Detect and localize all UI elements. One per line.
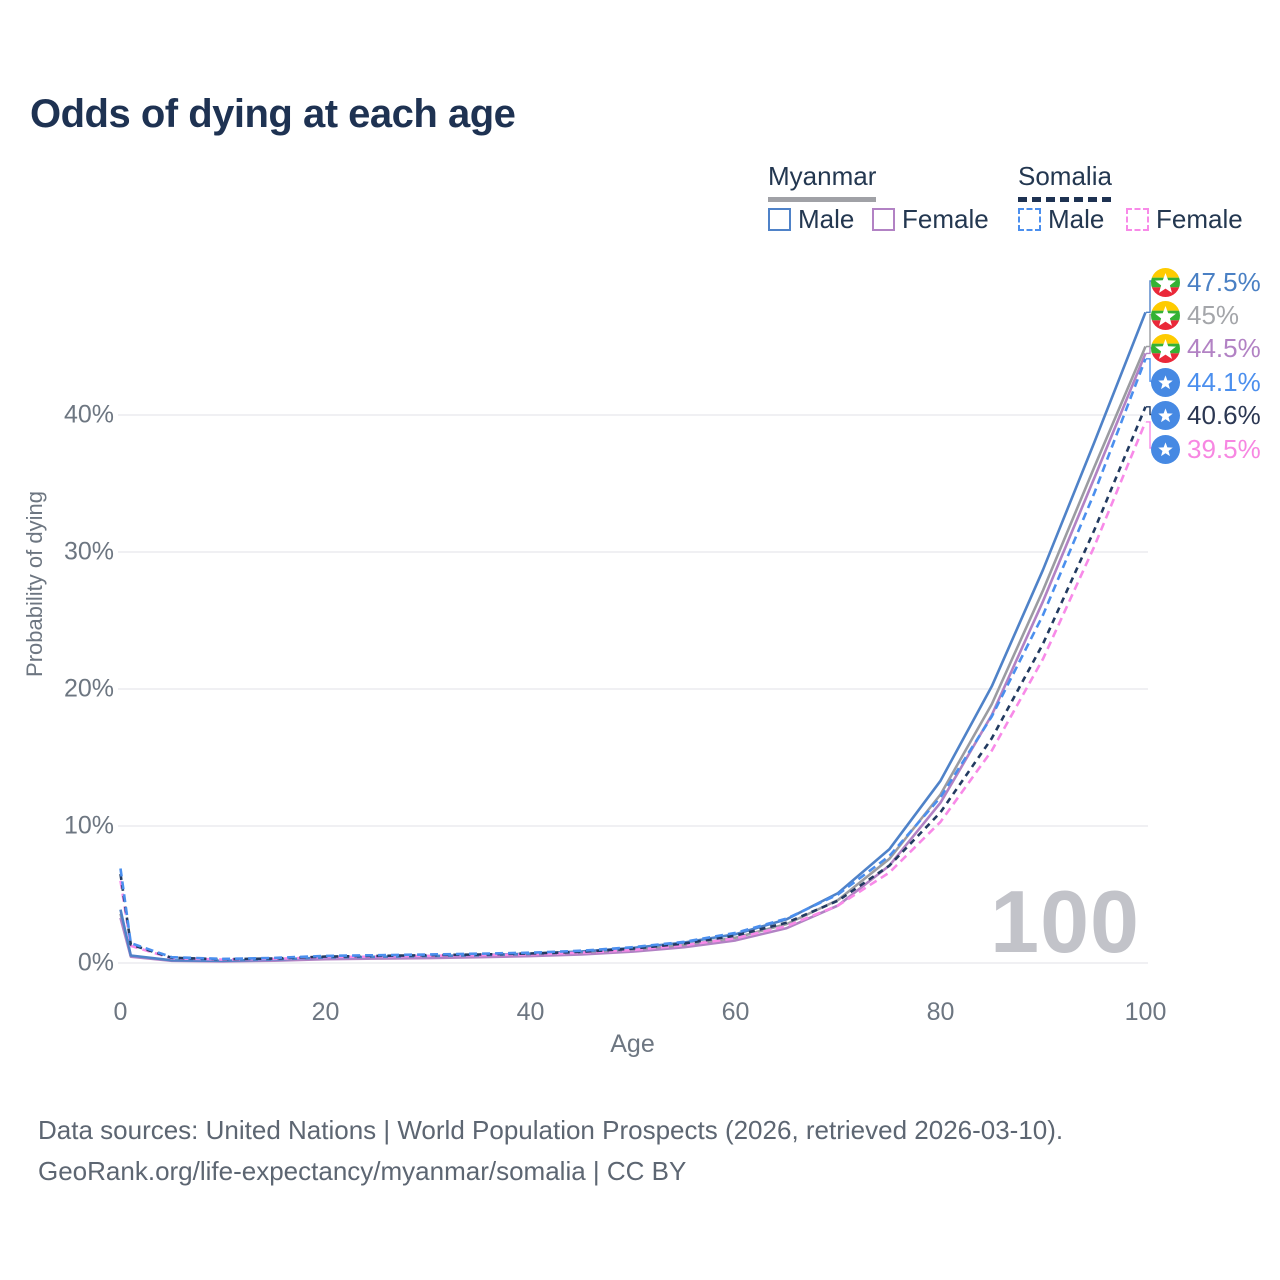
y-tick-label: 20% <box>63 674 114 703</box>
legend-item-somalia-female: Female <box>1126 204 1243 235</box>
y-tick-label: 40% <box>63 400 114 429</box>
x-tick-label: 80 <box>926 998 955 1026</box>
page-title: Odds of dying at each age <box>30 92 516 136</box>
somalia-flag-icon <box>1151 434 1180 464</box>
end-label-value: 44.1% <box>1187 366 1261 397</box>
footer: Data sources: United Nations | World Pop… <box>38 1110 1063 1192</box>
x-tick-label: 20 <box>311 998 340 1026</box>
x-tick-label: 100 <box>1124 998 1167 1026</box>
myanmar-line-style-swatch <box>768 197 877 202</box>
somalia-flag-icon <box>1151 367 1180 397</box>
end-label-value: 39.5% <box>1187 433 1261 464</box>
legend-item-label: Male <box>798 204 855 234</box>
legend-group-myanmar-label: Myanmar <box>768 161 877 191</box>
y-tick-label: 30% <box>63 537 114 566</box>
series-line-somalia-male <box>119 358 1147 961</box>
y-axis-title: Probability of dying <box>22 491 47 677</box>
footer-sources: Data sources: United Nations | World Pop… <box>38 1115 1064 1145</box>
chart-plot-area[interactable] <box>0 0 1280 1080</box>
myanmar-flag-icon <box>1151 334 1180 364</box>
age-watermark: 100 <box>990 872 1140 971</box>
legend-item-label: Male <box>1048 204 1105 234</box>
footer-url: GeoRank.org/life-expectancy/myanmar/soma… <box>38 1156 687 1186</box>
end-label-somalia: 40.6% <box>1151 400 1261 431</box>
legend-item-somalia-male: Male <box>1018 204 1104 235</box>
somalia-male-swatch-icon <box>1018 208 1041 231</box>
myanmar-flag-icon <box>1151 300 1180 330</box>
x-tick-label: 60 <box>721 998 750 1026</box>
somalia-line-style-swatch <box>1018 197 1112 202</box>
end-label-myanmar-male: 47.5% <box>1151 267 1261 298</box>
legend-group-somalia: Somalia <box>1018 161 1112 202</box>
y-tick-label: 0% <box>77 948 114 977</box>
x-axis-title: Age <box>610 1030 655 1058</box>
series-line-myanmar-female <box>119 352 1147 963</box>
end-label-value: 40.6% <box>1187 400 1261 431</box>
end-label-myanmar: 45% <box>1151 300 1239 331</box>
series-line-myanmar <box>119 345 1147 963</box>
myanmar-female-swatch-icon <box>872 208 895 231</box>
legend-item-myanmar-female: Female <box>872 204 989 235</box>
end-label-value: 47.5% <box>1187 266 1261 297</box>
legend-group-myanmar: Myanmar <box>768 161 877 202</box>
legend-item-myanmar-male: Male <box>768 204 854 235</box>
end-label-somalia-female: 39.5% <box>1151 434 1261 465</box>
end-label-myanmar-female: 44.5% <box>1151 333 1261 364</box>
legend-item-label: Female <box>902 204 989 234</box>
end-label-value: 45% <box>1187 299 1240 330</box>
series-line-myanmar-male <box>119 311 1147 963</box>
y-tick-label: 10% <box>63 811 114 840</box>
end-label-value: 44.5% <box>1187 333 1261 364</box>
myanmar-male-swatch-icon <box>768 208 791 231</box>
legend-item-label: Female <box>1156 204 1243 234</box>
x-tick-label: 40 <box>516 998 545 1026</box>
somalia-female-swatch-icon <box>1126 208 1149 231</box>
x-tick-label: 0 <box>113 998 128 1026</box>
end-label-somalia-male: 44.1% <box>1151 367 1261 398</box>
legend-group-somalia-label: Somalia <box>1018 161 1112 191</box>
somalia-flag-icon <box>1151 401 1180 431</box>
myanmar-flag-icon <box>1151 267 1180 297</box>
